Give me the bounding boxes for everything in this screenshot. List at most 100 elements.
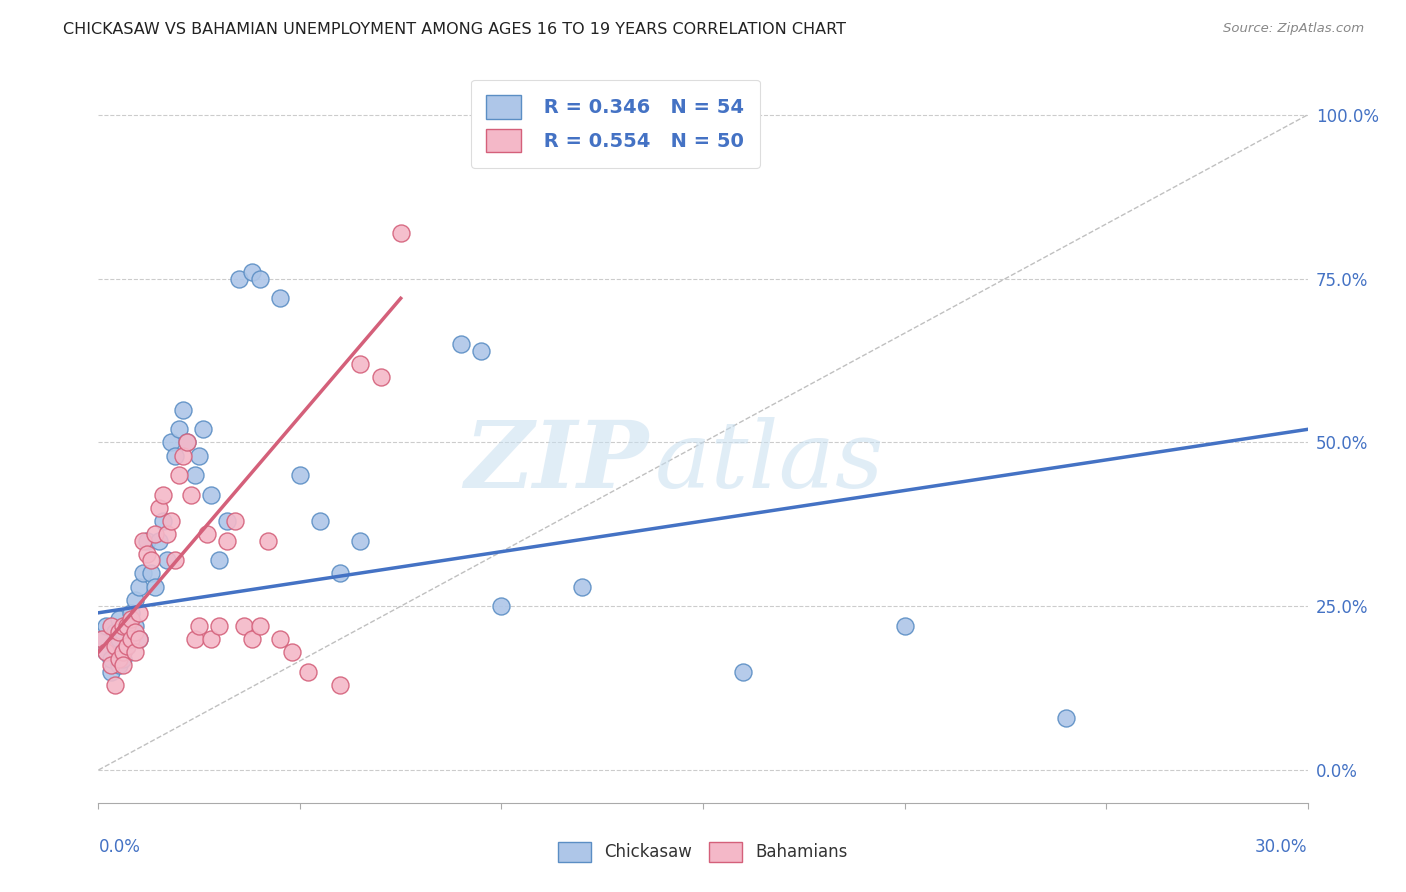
Point — [152, 514, 174, 528]
Point — [450, 337, 472, 351]
Text: CHICKASAW VS BAHAMIAN UNEMPLOYMENT AMONG AGES 16 TO 19 YEARS CORRELATION CHART: CHICKASAW VS BAHAMIAN UNEMPLOYMENT AMONG… — [63, 22, 846, 37]
Point — [128, 632, 150, 646]
Point — [96, 645, 118, 659]
Point — [111, 645, 134, 659]
Point — [135, 547, 157, 561]
Point — [163, 449, 186, 463]
Point — [111, 658, 134, 673]
Point — [249, 619, 271, 633]
Point — [160, 514, 183, 528]
Point — [124, 592, 146, 607]
Point — [195, 527, 218, 541]
Point — [571, 580, 593, 594]
Point — [208, 619, 231, 633]
Point — [115, 619, 138, 633]
Point — [148, 500, 170, 515]
Point — [163, 553, 186, 567]
Point — [217, 533, 239, 548]
Point — [100, 665, 122, 679]
Point — [135, 533, 157, 548]
Point — [176, 435, 198, 450]
Point — [115, 639, 138, 653]
Point — [120, 632, 142, 646]
Point — [100, 651, 122, 665]
Point — [103, 678, 125, 692]
Point — [349, 357, 371, 371]
Point — [200, 488, 222, 502]
Point — [143, 527, 166, 541]
Point — [111, 625, 134, 640]
Point — [281, 645, 304, 659]
Point — [309, 514, 332, 528]
Text: Source: ZipAtlas.com: Source: ZipAtlas.com — [1223, 22, 1364, 36]
Point — [124, 645, 146, 659]
Point — [180, 488, 202, 502]
Point — [733, 665, 755, 679]
Point — [128, 580, 150, 594]
Point — [256, 533, 278, 548]
Point — [240, 265, 263, 279]
Point — [96, 619, 118, 633]
Point — [349, 533, 371, 548]
Point — [132, 533, 155, 548]
Point — [249, 271, 271, 285]
Point — [148, 533, 170, 548]
Point — [193, 422, 215, 436]
Point — [176, 435, 198, 450]
Point — [115, 619, 138, 633]
Point — [184, 468, 207, 483]
Point — [269, 632, 291, 646]
Point — [107, 651, 129, 665]
Point — [111, 619, 134, 633]
Point — [297, 665, 319, 679]
Point — [143, 580, 166, 594]
Legend: Chickasaw, Bahamians: Chickasaw, Bahamians — [551, 835, 855, 869]
Point — [184, 632, 207, 646]
Point — [172, 402, 194, 417]
Point — [120, 612, 142, 626]
Point — [491, 599, 513, 614]
Point — [389, 226, 412, 240]
Point — [160, 435, 183, 450]
Point — [124, 619, 146, 633]
Point — [232, 619, 254, 633]
Point — [111, 645, 134, 659]
Point — [167, 422, 190, 436]
Point — [91, 632, 114, 646]
Point — [269, 291, 291, 305]
Point — [139, 566, 162, 581]
Point — [224, 514, 246, 528]
Text: atlas: atlas — [655, 417, 884, 508]
Point — [103, 639, 125, 653]
Point — [91, 632, 114, 646]
Point — [139, 553, 162, 567]
Point — [228, 271, 250, 285]
Point — [240, 632, 263, 646]
Point — [893, 619, 915, 633]
Point — [115, 639, 138, 653]
Point — [329, 678, 352, 692]
Point — [132, 566, 155, 581]
Point — [217, 514, 239, 528]
Point — [288, 468, 311, 483]
Point — [156, 527, 179, 541]
Point — [188, 619, 211, 633]
Y-axis label: Unemployment Among Ages 16 to 19 years: Unemployment Among Ages 16 to 19 years — [0, 265, 7, 600]
Point — [120, 606, 142, 620]
Point — [152, 488, 174, 502]
Text: 0.0%: 0.0% — [98, 838, 141, 856]
Point — [111, 651, 134, 665]
Point — [1054, 711, 1077, 725]
Point — [188, 449, 211, 463]
Point — [96, 645, 118, 659]
Point — [128, 606, 150, 620]
Point — [128, 632, 150, 646]
Point — [107, 632, 129, 646]
Point — [107, 658, 129, 673]
Point — [200, 632, 222, 646]
Point — [103, 639, 125, 653]
Point — [107, 612, 129, 626]
Point — [167, 468, 190, 483]
Point — [100, 658, 122, 673]
Point — [208, 553, 231, 567]
